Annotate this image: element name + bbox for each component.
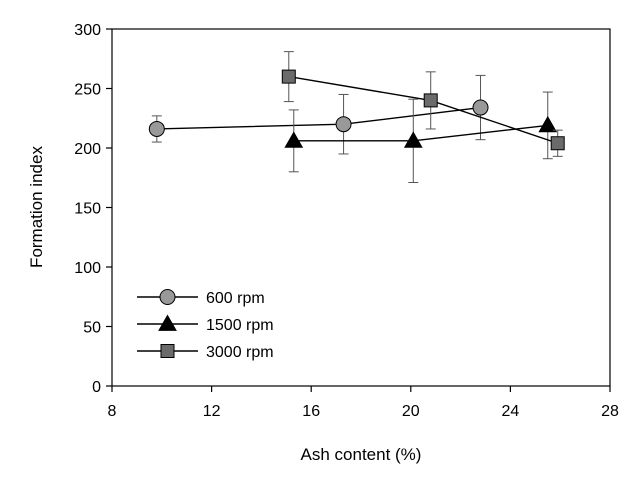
- y-tick-label: 50: [83, 320, 101, 337]
- x-axis-title: Ash content (%): [301, 445, 422, 464]
- data-point: [472, 99, 489, 116]
- y-tick-label: 100: [74, 260, 101, 277]
- legend-marker-triangle: [158, 314, 177, 331]
- legend-marker-circle: [159, 289, 176, 305]
- x-axis-ticks: 8 12 16 20 24 28: [108, 386, 619, 420]
- series-line: [288, 75, 558, 144]
- series-line: [156, 106, 481, 130]
- data-point: [538, 115, 558, 133]
- legend-marker-square: [160, 344, 175, 358]
- x-tick-label: 16: [302, 403, 320, 420]
- x-tick-label: 24: [502, 403, 520, 420]
- y-tick-label: 300: [74, 22, 101, 39]
- y-axis-ticks: 0 50 100 150 200 250 300: [74, 22, 112, 396]
- y-tick-label: 200: [74, 141, 101, 158]
- legend: 600 rpm 1500 rpm 3000 rpm: [137, 289, 274, 361]
- x-tick-label: 8: [108, 403, 117, 420]
- data-point: [550, 136, 565, 151]
- data-point: [281, 69, 296, 84]
- y-tick-label: 0: [92, 379, 101, 396]
- legend-label: 1500 rpm: [206, 317, 274, 334]
- x-tick-label: 12: [203, 403, 221, 420]
- y-tick-label: 150: [74, 201, 101, 218]
- legend-label: 600 rpm: [206, 290, 265, 307]
- series-layer: [148, 51, 565, 184]
- series-circle: [148, 74, 489, 155]
- series-triangle: [284, 91, 558, 184]
- data-point: [335, 116, 352, 133]
- data-point: [284, 131, 304, 148]
- plot-frame: [111, 28, 611, 387]
- y-axis-title: Formation index: [27, 146, 46, 268]
- x-tick-label: 28: [601, 403, 619, 420]
- x-tick-label: 20: [402, 403, 420, 420]
- data-point: [403, 131, 423, 148]
- series-square: [281, 51, 565, 157]
- data-point: [148, 120, 165, 137]
- data-point: [423, 93, 438, 108]
- y-tick-label: 250: [74, 82, 101, 99]
- legend-label: 3000 rpm: [206, 344, 274, 361]
